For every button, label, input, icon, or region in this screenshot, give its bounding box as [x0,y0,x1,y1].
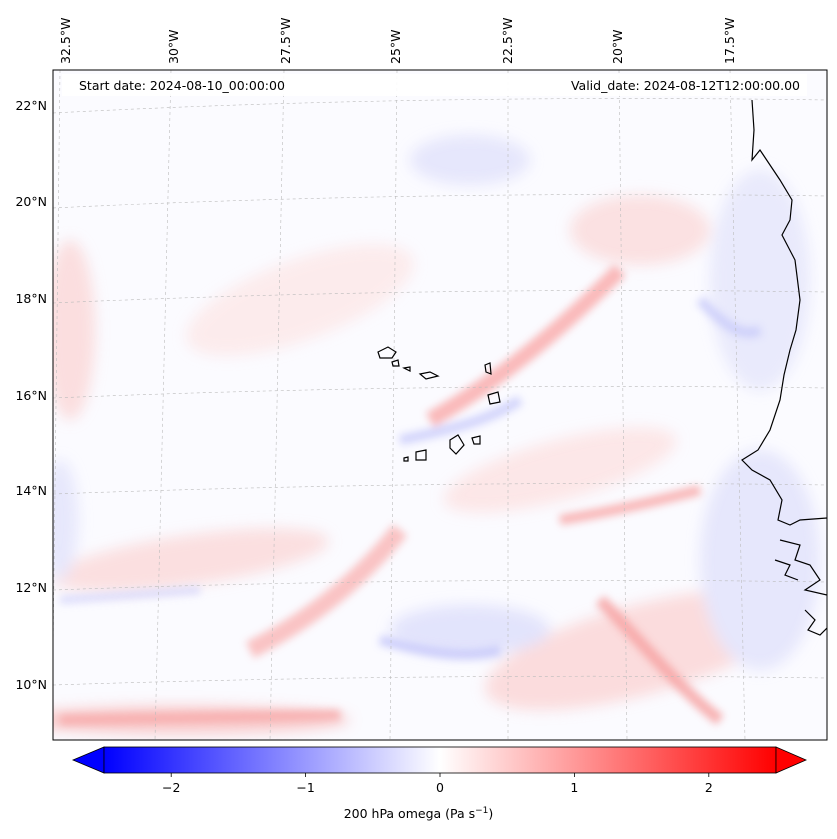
colorbar-tick-label: 1 [570,780,578,795]
latitude-labels: 22°N 20°N 18°N 16°N 14°N 12°N 10°N [15,98,47,692]
lat-tick-label: 16°N [15,388,47,403]
island [403,456,409,462]
colorbar-label-tail: ) [488,806,494,822]
coastlines [377,99,827,636]
lat-tick-label: 22°N [15,98,47,113]
longitude-labels: 32.5°W 30°W 27.5°W 25°W 22.5°W 20°W 17.5… [58,18,737,64]
colorbar-max-extend [775,746,808,774]
lon-tick-label: 22.5°W [500,18,515,64]
map-panel: Start date: 2024-08-10_00:00:00 Valid_da… [52,69,828,741]
lat-tick-label: 14°N [15,483,47,498]
island [487,391,501,405]
map-frame [52,69,828,741]
island [391,359,400,367]
island [484,362,492,375]
lon-tick-label: 32.5°W [58,18,73,64]
omega-field [53,135,820,734]
colorbar-ticks: −2 −1 0 1 2 [162,773,713,795]
island [471,435,481,445]
island [402,366,411,372]
island [377,346,397,359]
lat-tick-label: 20°N [15,194,47,209]
colorbar-tick-label: 0 [436,780,444,795]
colorbar-label: 200 hPa omega (Pa s−1) [0,806,837,821]
colorbar-label-exponent: −1 [475,806,489,816]
valid-date-label: Valid_date: 2024-08-12T12:00:00.00 [571,78,800,93]
lon-tick-label: 25°W [388,29,403,64]
africa-coastline [741,99,827,526]
lon-tick-label: 30°W [166,29,181,64]
colorbar-gradient [103,746,777,774]
colorbar-tick-label: −2 [162,780,180,795]
gridlines [53,70,827,740]
island [415,449,427,461]
colorbar-tick-label: −1 [296,780,314,795]
lat-tick-label: 12°N [15,580,47,595]
annotation-box [62,74,807,96]
colorbar-label-main: 200 hPa omega (Pa s [343,806,476,822]
lat-tick-label: 10°N [15,677,47,692]
lon-tick-label: 27.5°W [278,18,293,64]
island [449,434,465,455]
lon-tick-label: 20°W [610,29,625,64]
lon-tick-label: 17.5°W [722,18,737,64]
lat-tick-label: 18°N [15,291,47,306]
start-date-label: Start date: 2024-08-10_00:00:00 [79,78,285,93]
island [418,371,440,380]
colorbar-min-extend [71,746,105,774]
colorbar: −2 −1 0 1 2 [71,746,808,795]
colorbar-tick-label: 2 [705,780,713,795]
